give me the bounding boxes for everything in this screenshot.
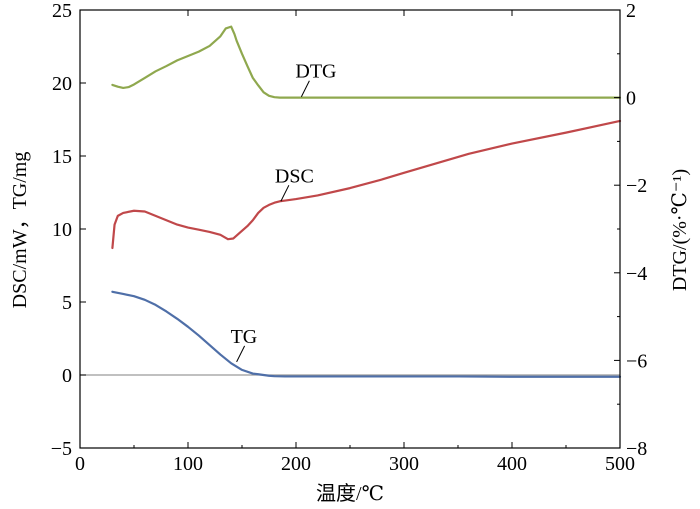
annotation-leader-tg	[236, 345, 246, 363]
y-left-tick-label: 10	[52, 219, 72, 241]
x-tick-label: 500	[605, 453, 635, 475]
y-right-tick-label: −2	[626, 175, 647, 197]
left-y-axis-title: DSC/mW，TG/mg	[9, 152, 31, 309]
y-right-tick-label: −4	[626, 263, 647, 285]
annotation-label-tg: TG	[231, 326, 258, 348]
annotation-label-dtg: DTG	[295, 61, 336, 83]
x-tick-label: 200	[281, 453, 311, 475]
series-layer	[111, 25, 622, 378]
plot-frame	[79, 9, 621, 449]
y-right-tick-label: 0	[626, 88, 636, 110]
right-y-axis-title: DTG/(%·℃⁻¹)	[669, 169, 691, 291]
y-right-tick-label: 2	[626, 0, 636, 22]
annotation-layer: DTG DSC TG	[231, 61, 337, 363]
series-dsc-line	[111, 119, 622, 250]
annotation-label-dsc: DSC	[275, 165, 314, 187]
series-tg-line	[111, 290, 622, 378]
y-left-tick-label: 25	[52, 0, 72, 22]
y-left-tick-label: −5	[51, 438, 72, 460]
x-tick-label: 400	[497, 453, 527, 475]
x-tick-label: 100	[173, 453, 203, 475]
plot-border	[79, 9, 621, 449]
annotation-leader-dtg	[300, 80, 310, 97]
annotation-leader-dsc	[280, 185, 290, 202]
y-left-tick-label: 15	[52, 146, 72, 168]
y-right-tick-label: −6	[626, 350, 647, 372]
x-axis-title: 温度/℃	[316, 482, 384, 505]
series-dtg-line	[111, 25, 622, 99]
y-left-tick-label: 5	[62, 292, 72, 314]
y-left-tick-label: 20	[52, 73, 72, 95]
x-tick-label: 0	[75, 453, 85, 475]
y-left-tick-label: 0	[62, 365, 72, 387]
x-tick-label: 300	[389, 453, 419, 475]
y-right-tick-label: −8	[626, 438, 647, 460]
